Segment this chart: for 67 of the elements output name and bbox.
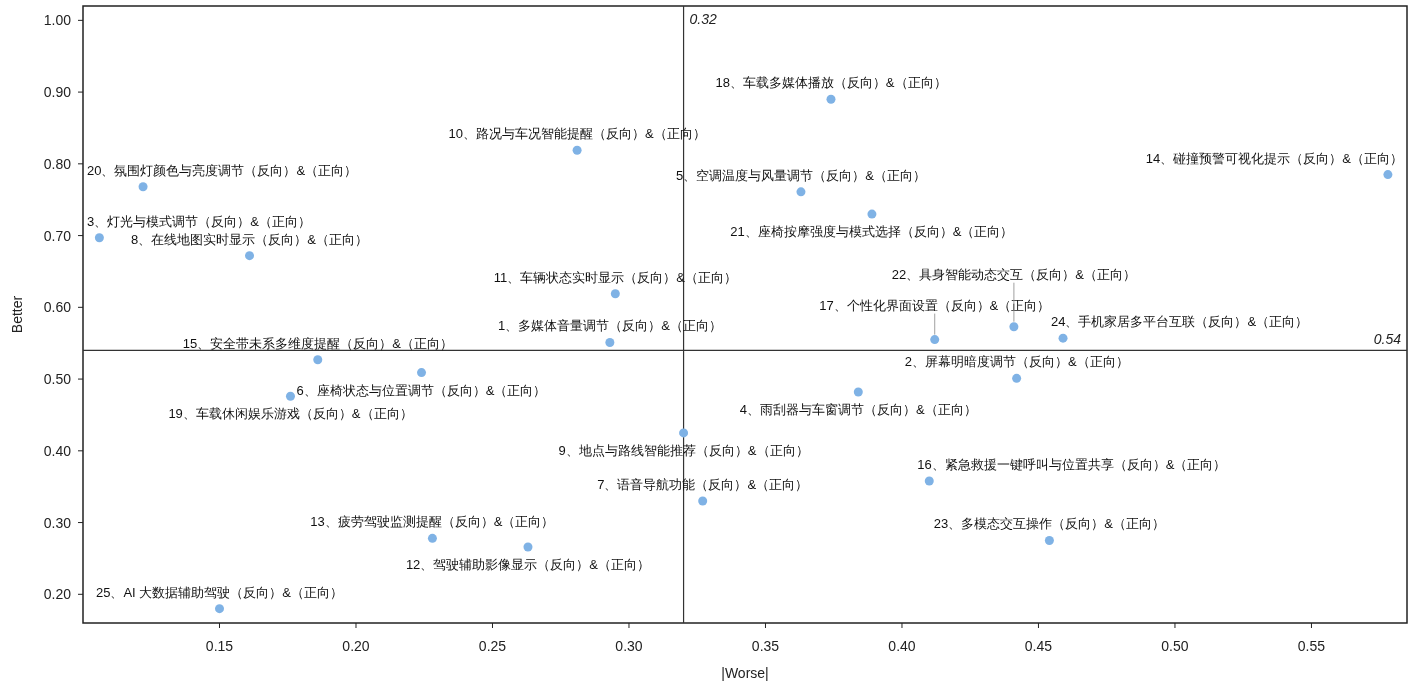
annotation: 18、车载多媒体播放（反向）&（正向）	[715, 75, 947, 91]
annotation: 5、空调温度与风量调节（反向）&（正向）	[676, 167, 926, 183]
annotation: 6、座椅状态与位置调节（反向）&（正向）	[296, 382, 547, 398]
y-tick-label: 0.20	[43, 586, 72, 603]
x-tick-label: 0.35	[751, 638, 780, 654]
x-tick-label: 0.20	[342, 638, 370, 654]
y-tick-label: 1.00	[43, 12, 72, 29]
point	[930, 335, 940, 345]
point	[94, 233, 104, 243]
x-tick-label: 0.40	[888, 638, 916, 654]
point	[215, 604, 224, 614]
annotation: 25、AI 大数据辅助驾驶（反向）&（正向）	[95, 584, 344, 600]
y-tick-label: 0.30	[43, 514, 72, 531]
ref-line-label: 0.32	[689, 11, 718, 27]
annotation: 23、多模态交互操作（反向）&（正向）	[933, 516, 1165, 532]
point	[796, 187, 806, 197]
annotation: 2、屏幕明暗度调节（反向）&（正向）	[904, 354, 1129, 370]
y-tick-label: 0.70	[43, 227, 72, 244]
point	[285, 391, 295, 401]
y-tick-label: 0.40	[43, 442, 72, 459]
point	[826, 94, 836, 104]
point	[1009, 322, 1019, 332]
annotation: 3、灯光与模式调节（反向）&（正向）	[87, 213, 311, 229]
point	[610, 289, 620, 299]
point	[427, 533, 437, 543]
annotation: 17、个性化界面设置（反向）&（正向）	[819, 297, 1051, 313]
point	[679, 428, 689, 438]
point	[1044, 535, 1054, 545]
point	[605, 337, 615, 347]
annotation: 4、雨刮器与车窗调节（反向）&（正向）	[739, 401, 977, 417]
point	[867, 209, 877, 219]
point	[853, 387, 863, 397]
x-tick-label: 0.15	[205, 638, 234, 654]
ref-line-label: 0.54	[1373, 331, 1402, 348]
point	[572, 145, 582, 155]
annotation: 19、车载休闲娱乐游戏（反向）&（正向）	[168, 406, 413, 422]
y-tick-label: 0.50	[43, 371, 72, 388]
y-axis-title: Better	[9, 295, 25, 334]
point	[1012, 373, 1022, 383]
point	[1058, 333, 1068, 343]
x-tick-label: 0.45	[1024, 638, 1053, 654]
annotation: 8、在线地图实时显示（反向）&（正向）	[131, 231, 368, 247]
annotation: 12、驾驶辅助影像显示（反向）&（正向）	[405, 556, 651, 572]
x-tick-label: 0.55	[1297, 638, 1326, 654]
point	[523, 542, 533, 552]
x-tick-label: 0.25	[478, 638, 507, 654]
annotation: 20、氛围灯颜色与亮度调节（反向）&（正向）	[87, 162, 358, 178]
annotation: 21、座椅按摩强度与模式选择（反向）&（正向）	[730, 224, 1014, 240]
annotation: 22、具身智能动态交互（反向）&（正向）	[891, 266, 1136, 282]
annotation: 15、安全带未系多维度提醒（反向）&（正向）	[182, 335, 453, 351]
point	[138, 182, 148, 192]
annotation: 14、碰撞预警可视化提示（反向）&（正向）	[1145, 150, 1403, 166]
point	[698, 496, 708, 506]
point	[417, 368, 427, 378]
y-tick-label: 0.90	[43, 84, 72, 101]
annotation: 13、疲劳驾驶监测提醒（反向）&（正向）	[310, 514, 555, 530]
annotation: 24、手机家居多平台互联（反向）&（正向）	[1051, 314, 1309, 330]
y-tick-label: 0.60	[43, 299, 72, 316]
point	[1383, 170, 1393, 180]
y-tick-label: 0.80	[43, 155, 72, 172]
annotation: 16、紧急救援一键呼叫与位置共享（反向）&（正向）	[917, 456, 1227, 472]
point	[313, 355, 323, 365]
x-tick-label: 0.50	[1161, 638, 1189, 654]
x-tick-label: 0.30	[615, 638, 643, 654]
point	[245, 251, 255, 261]
point	[924, 476, 934, 486]
x-axis-title: |Worse|	[721, 665, 769, 681]
